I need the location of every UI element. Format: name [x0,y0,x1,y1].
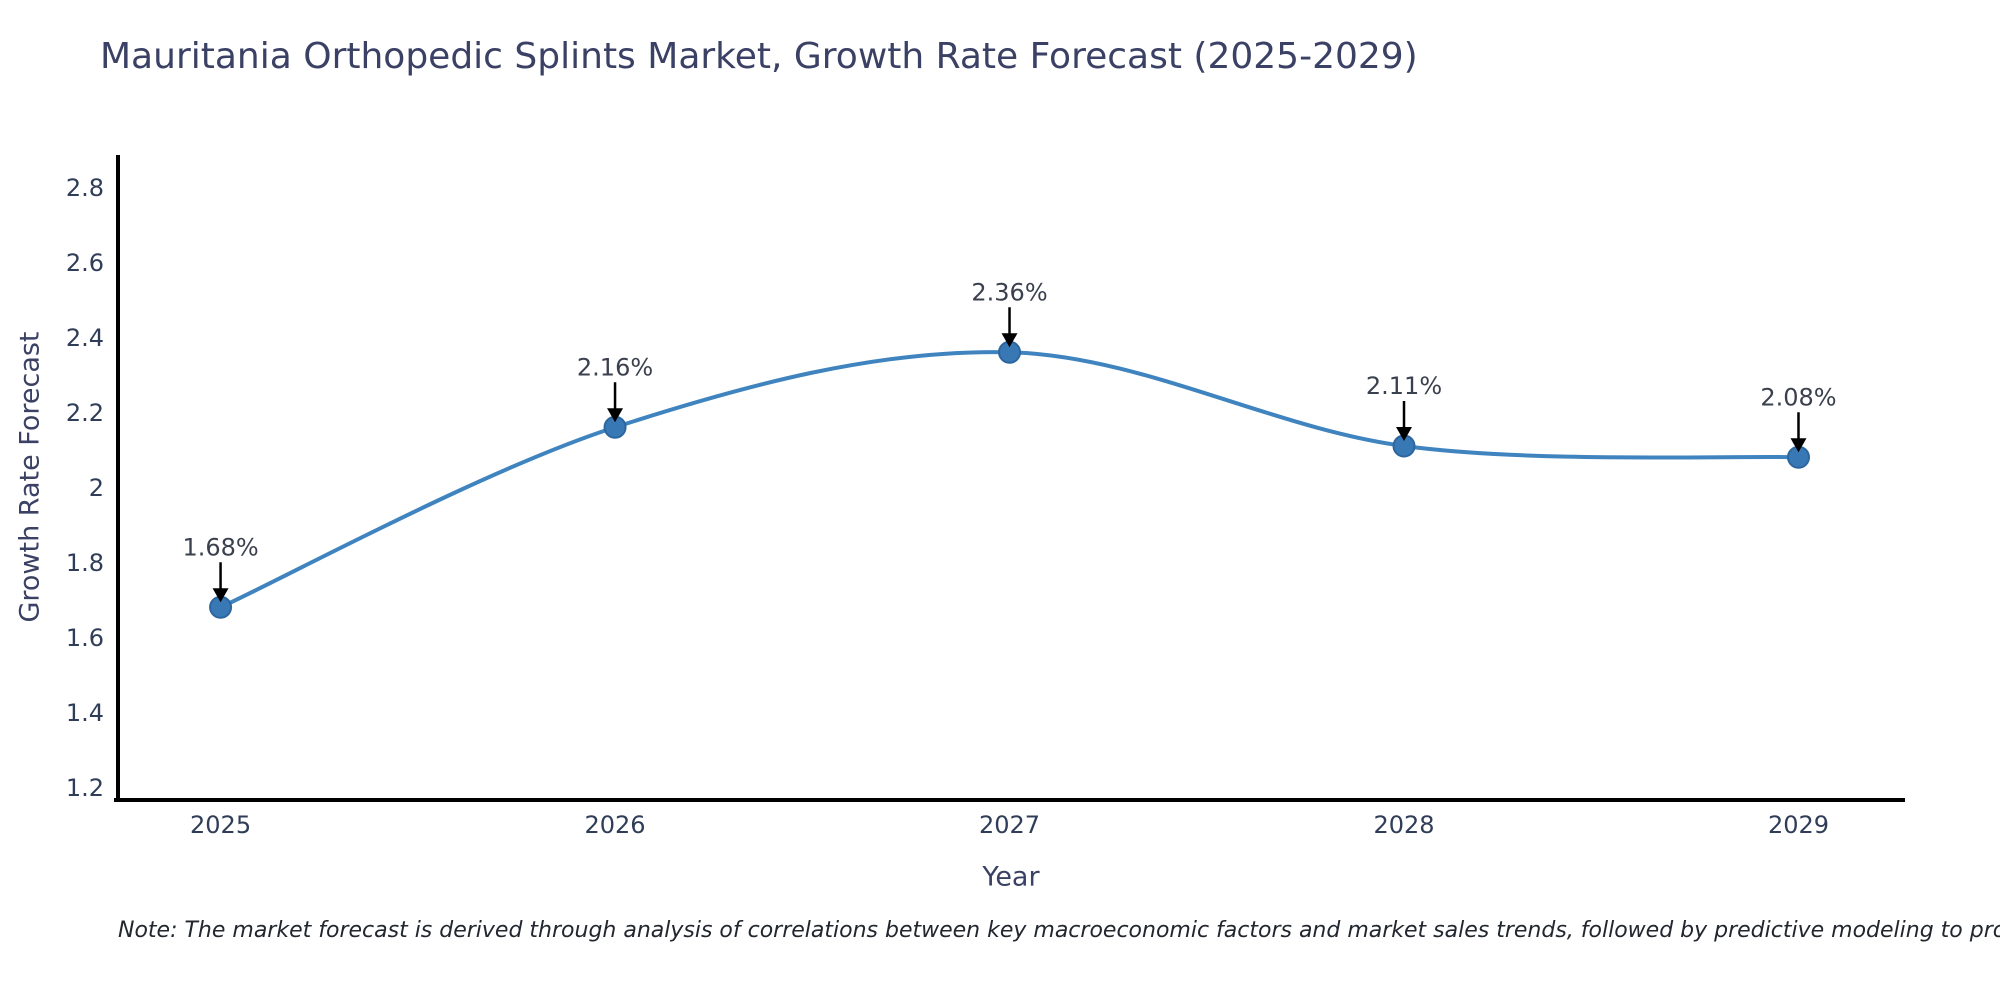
trend-line [218,350,1801,610]
y-tick-label: 2.8 [66,174,104,202]
annotation-arrowhead [607,408,624,423]
annotation-label: 1.68% [182,533,258,561]
x-tick-label: 2027 [979,811,1040,839]
y-tick-label: 2.6 [66,249,104,277]
x-tick-label: 2029 [1768,811,1829,839]
annotation-arrowhead [1790,438,1807,453]
annotation-arrowhead [212,588,229,603]
annotation-arrowhead [1396,427,1413,441]
annotation-label: 2.36% [971,278,1047,306]
annotation-label: 2.16% [577,353,653,381]
annotation-label: 2.08% [1760,383,1836,411]
chart-title: Mauritania Orthopedic Splints Market, Gr… [100,36,1418,77]
y-tick-label: 2.2 [66,399,104,427]
x-axis-title: Year [982,861,1040,893]
y-tick-label: 2.4 [66,324,104,352]
x-tick-label: 2025 [190,811,251,839]
annotation-label: 2.11% [1366,372,1442,400]
y-tick-label: 1.6 [66,624,104,652]
y-tick-label: 1.8 [66,549,104,577]
footnote-text: Note: The market forecast is derived thr… [118,918,2000,943]
y-tick-label: 1.2 [66,774,104,802]
y-tick-label: 1.4 [66,699,104,727]
y-tick-label: 2 [89,474,104,502]
x-tick-label: 2028 [1373,811,1434,839]
x-tick-label: 2026 [585,811,646,839]
annotation-arrowhead [1001,333,1018,348]
